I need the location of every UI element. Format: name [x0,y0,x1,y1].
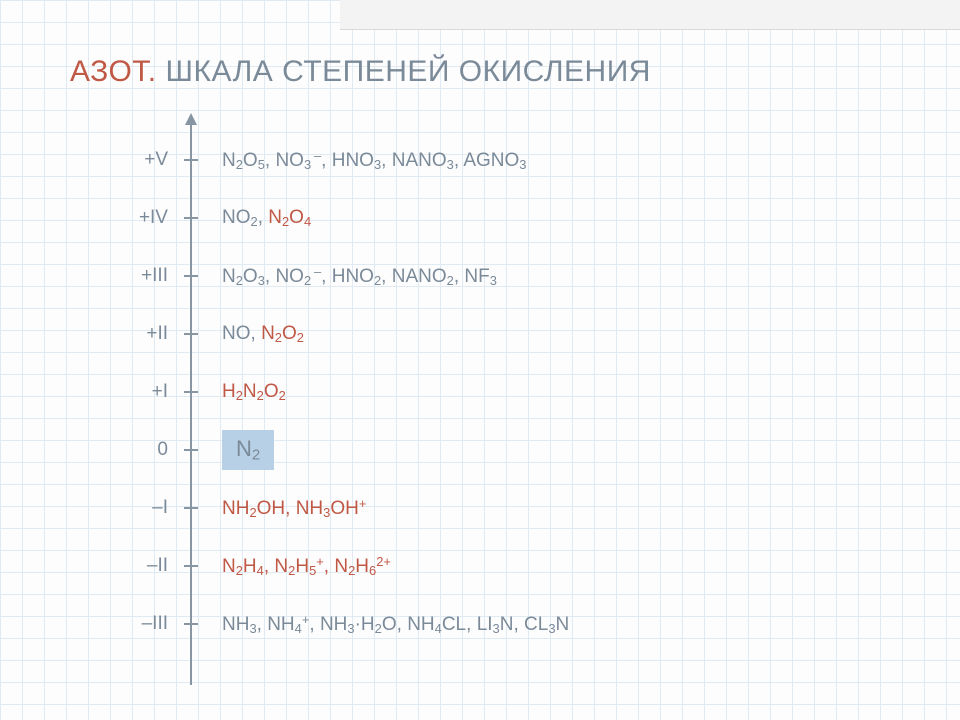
compound: HNO2, [332,266,387,287]
scale-row: +III N2O3, NO2–, HNO2, NaNO2, NF3 [100,261,960,291]
title-accent: Азот. [70,55,157,88]
oxidation-state-label: –III [100,613,182,635]
compound: N2O4 [268,207,311,228]
compounds-list: N2O3, NO2–, HNO2, NaNO2, NF3 [222,264,497,288]
compounds-list: N2O5, NO3–, HNO3, NaNO3, AgNO3 [222,148,526,172]
compounds-list: NH2OH, NH3OH+ [222,496,366,520]
compounds-list: NO, N2O2 [222,323,304,345]
scale-row: –I NH2OH, NH3OH+ [100,493,960,523]
compounds-list: N2 [222,430,274,470]
compound: Li3N, [477,614,519,635]
compound: NO2, [222,207,263,228]
compounds-list: NO2, N2O4 [222,207,311,229]
scale-row: +IV NO2, N2O4 [100,203,960,233]
compound: NF3 [464,266,497,287]
scale-row: –II N2H4, N2H5+, N2H62+ [100,551,960,581]
n2-highlight-box: N2 [222,430,274,470]
compound: NH4Cl, [407,614,471,635]
oxidation-state-label: +V [100,149,182,171]
compound: NH3·H2O, [320,614,402,635]
compound: NO, [222,323,256,344]
oxidation-state-label: –I [100,497,182,519]
oxidation-state-label: 0 [100,439,182,461]
title-rest: Шкала степеней окисления [157,55,651,88]
scale-row: +I H2N2O2 [100,377,960,407]
oxidation-state-label: +III [100,265,182,287]
oxidation-state-label: +IV [100,207,182,229]
compound: HNO3, [332,150,387,171]
oxidation-state-label: +I [100,381,182,403]
compound: NaNO3, [392,150,459,171]
compound: H2N2O2 [222,381,286,402]
compound: NH3OH+ [296,498,367,519]
compound: N2O3, [222,266,270,287]
compound: N2H4, [222,556,269,577]
oxidation-state-label: +II [100,323,182,345]
compound: N2H5+, [274,556,329,577]
oxidation-state-label: –II [100,555,182,577]
compound: N2O2 [261,323,304,344]
compound: NO2–, [275,266,326,287]
compound: N2H62+ [334,556,391,577]
oxidation-scale: +V N2O5, NO3–, HNO3, NaNO3, AgNO3 +IV NO2, … [100,129,960,689]
compound: NH2OH, [222,498,290,519]
compound: AgNO3 [463,150,526,171]
slide-title: Азот. Шкала степеней окисления [70,55,960,89]
compounds-list: NH3, NH4+, NH3·H2O, NH4Cl, Li3N, Cl3N [222,612,569,636]
compounds-list: H2N2O2 [222,381,286,403]
scale-row: –III NH3, NH4+, NH3·H2O, NH4Cl, Li3N, Cl3… [100,609,960,639]
compounds-list: N2H4, N2H5+, N2H62+ [222,554,391,578]
compound: NaNO2, [392,266,459,287]
scale-row: 0N2 [100,435,960,465]
compound: NO3–, [275,150,326,171]
compound: N2O5, [222,150,270,171]
slide-content: Азот. Шкала степеней окисления +V N2O5, N… [0,0,960,720]
compound: Cl3N [524,614,569,635]
scale-row: +II NO, N2O2 [100,319,960,349]
compound: NH4+, [267,614,314,635]
scale-row: +V N2O5, NO3–, HNO3, NaNO3, AgNO3 [100,145,960,175]
compound: NH3, [222,614,262,635]
